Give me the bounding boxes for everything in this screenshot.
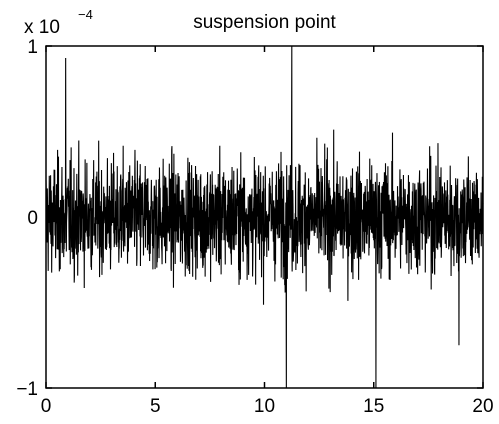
x-tick-label: 10 [254,396,275,417]
y-axis-exponent-base: x 10 [24,17,60,38]
y-tick-label: 0 [27,208,38,229]
y-axis-exponent: x 10 −4 [24,7,93,38]
y-tick-label: 1 [27,37,38,58]
chart-title: suspension point [193,12,336,33]
signal-series-line [45,45,484,389]
x-tick-label: 0 [41,396,52,417]
y-tick-label: −1 [16,379,38,400]
x-tick-label: 5 [150,396,161,417]
signal-layer [45,45,484,389]
x-tick-label: 15 [363,396,384,417]
y-axis-exponent-power: −4 [78,7,93,22]
x-tick-label: 20 [472,396,493,417]
